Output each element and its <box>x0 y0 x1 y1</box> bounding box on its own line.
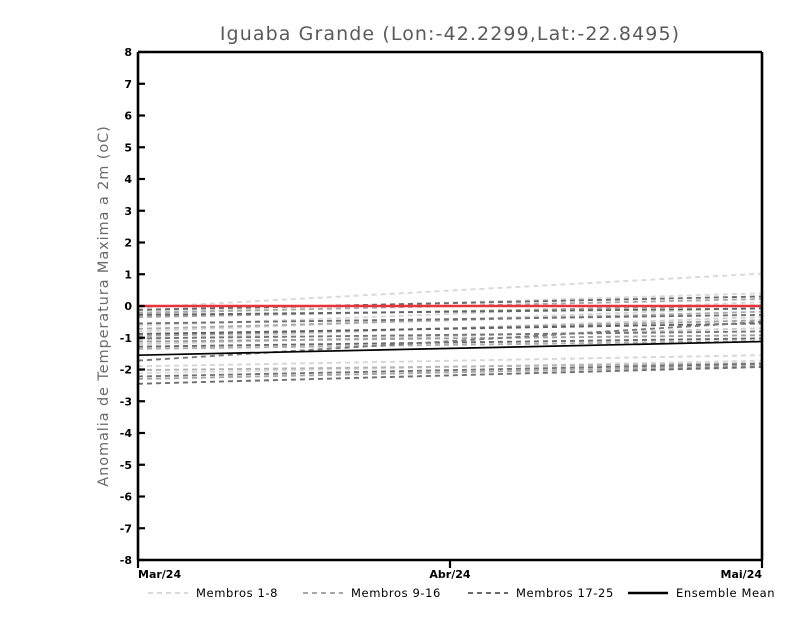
y-tick-label: -8 <box>120 554 132 567</box>
y-tick-label: 0 <box>124 300 132 313</box>
y-tick-label: 4 <box>124 173 132 186</box>
series-line <box>137 362 763 378</box>
legend-label: Ensemble Mean <box>676 586 775 600</box>
y-axis-ticks: 8 7 6 5 4 3 2 1 0 -1 -2 -3 -4 -5 -6 -7 -8 <box>120 46 145 567</box>
series-layer <box>137 272 763 385</box>
y-tick-label: 7 <box>124 78 132 91</box>
x-axis-ticks: Mar/24 Abr/24 Mai/24 <box>136 560 764 581</box>
y-axis-label: Anomalia de Temperatura Maxima a 2m (oC) <box>96 125 112 486</box>
legend-label: Membros 17-25 <box>516 586 614 600</box>
legend-label: Membros 1-8 <box>196 586 278 600</box>
y-tick-label: 3 <box>124 205 132 218</box>
series-line <box>137 364 763 380</box>
legend-label: Membros 9-16 <box>351 586 441 600</box>
series-line <box>137 359 763 375</box>
chart-title: Iguaba Grande (Lon:-42.2299,Lat:-22.8495… <box>220 23 680 45</box>
series-line <box>137 272 763 309</box>
series-line <box>137 354 763 368</box>
series-line <box>137 340 763 357</box>
y-tick-label: -3 <box>120 395 132 408</box>
y-tick-label: -2 <box>120 364 132 377</box>
chart-legend: Membros 1-8 Membros 9-16 Membros 17-25 Ense… <box>148 586 775 600</box>
y-tick-label: 8 <box>124 46 132 59</box>
x-tick-label: Mar/24 <box>138 568 181 581</box>
y-tick-label: 5 <box>124 141 132 154</box>
y-tick-label: -4 <box>120 427 133 440</box>
x-tick-label: Abr/24 <box>429 568 470 581</box>
x-tick-label: Mai/24 <box>721 568 763 581</box>
y-tick-label: -1 <box>120 332 132 345</box>
y-tick-label: -5 <box>120 459 132 472</box>
y-tick-label: -7 <box>120 522 132 535</box>
y-tick-label: 1 <box>124 268 132 281</box>
y-tick-label: 6 <box>124 110 132 123</box>
y-tick-label: -6 <box>120 491 133 504</box>
y-tick-label: 2 <box>124 237 132 250</box>
